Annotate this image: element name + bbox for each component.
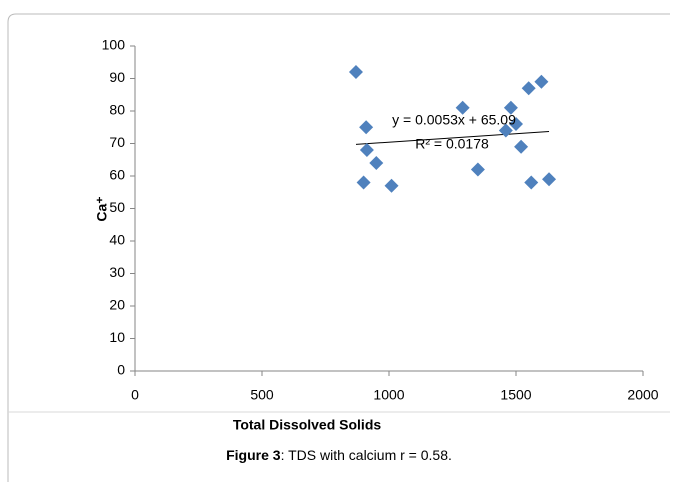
- x-tick-label: 2000: [627, 387, 658, 403]
- x-tick-label: 500: [250, 387, 274, 403]
- point: [498, 123, 513, 138]
- y-tick-label: 80: [109, 102, 125, 118]
- y-tick-label: 0: [117, 362, 125, 378]
- point: [369, 156, 384, 170]
- x-tick-label: 1000: [373, 387, 404, 403]
- point: [359, 120, 374, 135]
- y-tick-label: 20: [109, 297, 125, 313]
- y-tick-label: 70: [109, 134, 125, 150]
- y-tick-label: 10: [109, 329, 125, 345]
- y-axis-label: Ca⁺: [94, 196, 110, 221]
- point: [384, 178, 399, 193]
- trend-r-squared: R² = 0.0178: [415, 136, 489, 152]
- trendline: [355, 130, 550, 145]
- y-tick-label: 50: [109, 199, 125, 215]
- y-tick-label: 90: [109, 69, 125, 85]
- point: [455, 100, 470, 115]
- caption-text: : TDS with calcium r = 0.58.: [281, 447, 452, 463]
- point: [521, 81, 536, 96]
- point: [542, 172, 557, 187]
- point: [359, 143, 374, 157]
- x-tick-label: 0: [131, 387, 139, 403]
- point: [524, 175, 539, 190]
- point: [503, 100, 518, 115]
- caption: Figure 3: TDS with calcium r = 0.58.: [226, 447, 452, 463]
- point: [348, 65, 363, 79]
- point: [534, 74, 549, 89]
- point: [509, 117, 523, 131]
- point: [356, 175, 371, 190]
- frame: [7, 13, 670, 482]
- x-tick-label: 1500: [500, 387, 531, 403]
- caption-label: Figure 3: [226, 447, 281, 463]
- trend-equation: y = 0.0053x + 65.09: [392, 112, 516, 128]
- y-tick-label: 40: [109, 232, 125, 248]
- y-tick-label: 100: [102, 37, 126, 53]
- point: [514, 139, 529, 154]
- point: [470, 162, 485, 177]
- y-tick-label: 60: [109, 167, 125, 183]
- y-tick-label: 30: [109, 264, 125, 280]
- x-axis-label: Total Dissolved Solids: [233, 417, 382, 433]
